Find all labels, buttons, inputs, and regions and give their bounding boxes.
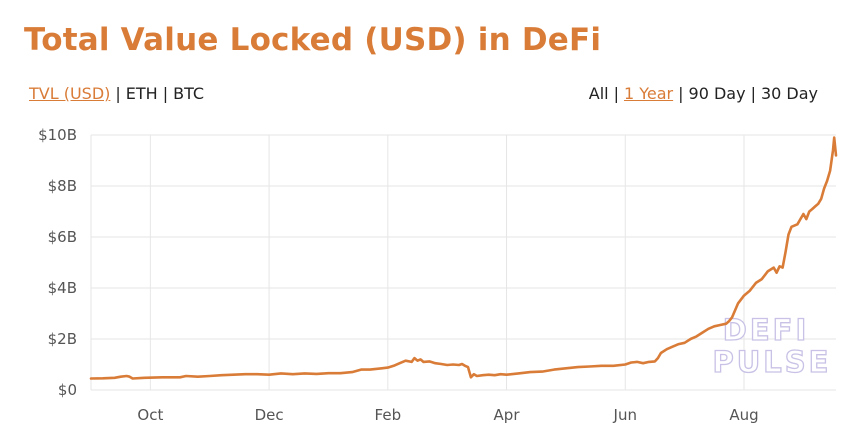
range-tab-1-year[interactable]: 1 Year [623,84,674,103]
range-tab-all[interactable]: All [588,84,609,103]
separator: | [115,84,121,103]
separator: | [613,84,619,103]
y-tick-label: $6B [48,228,77,246]
range-toggle-group: All | 1 Year | 90 Day | 30 Day [589,84,818,103]
x-axis: Oct Dec Feb Apr Jun Aug [137,406,758,424]
y-tick-label: $2B [48,330,77,348]
chart-grid [90,134,836,391]
range-tab-90-day[interactable]: 90 Day [688,84,746,103]
tvl-series-line [89,136,838,380]
x-tick-label: Oct [137,406,163,424]
x-tick-label: Jun [613,406,637,424]
currency-tab-btc[interactable]: BTC [173,84,205,103]
chart-title: Total Value Locked (USD) in DeFi [24,22,602,58]
y-tick-label: $4B [48,279,77,297]
separator: | [162,84,169,103]
x-tick-label: Feb [375,406,402,424]
currency-toggle-group: TVL (USD) | ETH | BTC [29,84,204,103]
y-tick-label: $0 [58,381,77,399]
watermark-line-2: PULSE [713,345,832,379]
chart-series [89,136,838,380]
range-tab-30-day[interactable]: 30 Day [760,84,818,103]
currency-tab-eth[interactable]: ETH [125,84,158,103]
x-tick-label: Aug [729,406,758,424]
y-axis: $0 $2B $4B $6B $8B $10B [38,126,77,399]
separator: | [678,84,684,103]
y-tick-label: $10B [38,126,77,144]
x-tick-label: Dec [255,406,284,424]
watermark-line-1: DEFI [723,313,809,347]
y-tick-label: $8B [48,177,77,195]
x-tick-label: Apr [494,406,521,424]
separator: | [750,84,756,103]
currency-tab-tvl-usd[interactable]: TVL (USD) [29,84,111,103]
defi-pulse-watermark: DEFI PULSE [712,312,832,379]
